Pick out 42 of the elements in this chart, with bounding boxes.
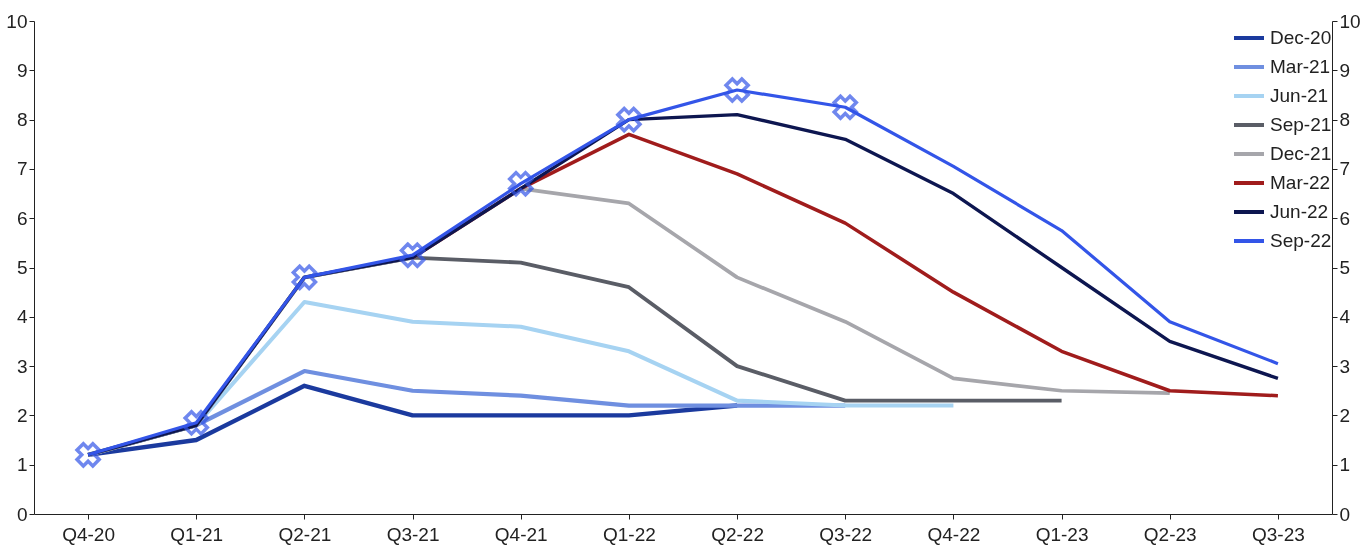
y2-tick-label: 2 <box>1339 404 1351 426</box>
y2-tick-label: 3 <box>1339 355 1351 377</box>
x-tick-label: Q3-23 <box>1252 523 1305 545</box>
y-tick-label: 5 <box>16 257 28 278</box>
y2-tick-label: 10 <box>1339 10 1361 32</box>
x-tick-label: Q1-23 <box>1035 523 1089 545</box>
y2-tick-label: 4 <box>1339 306 1351 328</box>
y-tick-label: 6 <box>16 207 28 229</box>
y2-tick-label: 5 <box>1339 257 1351 278</box>
y-tick-label: 10 <box>6 10 28 32</box>
x-tick-label: Q3-22 <box>819 523 873 545</box>
y-tick-label: 2 <box>16 404 28 426</box>
legend-label: Dec-21 <box>1270 143 1332 164</box>
x-tick-label: Q2-23 <box>1143 523 1197 545</box>
legend-label: Mar-21 <box>1270 56 1331 77</box>
y-tick-label: 3 <box>16 355 28 377</box>
x-tick-label: Q4-20 <box>62 523 115 545</box>
legend-label: Mar-22 <box>1270 172 1331 193</box>
y-tick-label: 1 <box>16 454 28 476</box>
legend-label: Jun-21 <box>1270 85 1329 106</box>
y-tick-label: 0 <box>16 503 28 525</box>
x-tick-label: Q2-22 <box>711 523 764 545</box>
y-tick-label: 9 <box>16 59 28 81</box>
y-tick-label: 4 <box>16 306 28 328</box>
x-tick-label: Q4-22 <box>927 523 981 545</box>
y2-tick-label: 1 <box>1339 454 1351 476</box>
y2-tick-label: 7 <box>1339 158 1351 180</box>
x-tick-label: Q4-21 <box>494 523 548 545</box>
y-tick-label: 8 <box>16 109 28 131</box>
y2-tick-label: 8 <box>1339 109 1351 131</box>
legend-label: Jun-22 <box>1270 201 1329 222</box>
x-tick-label: Q1-22 <box>603 523 656 545</box>
y2-tick-label: 6 <box>1339 207 1351 229</box>
x-tick-label: Q3-21 <box>386 523 440 545</box>
y-tick-label: 7 <box>16 158 28 180</box>
y2-tick-label: 9 <box>1339 59 1351 81</box>
x-tick-label: Q2-21 <box>278 523 332 545</box>
legend-label: Dec-20 <box>1270 27 1332 48</box>
legend-label: Sep-22 <box>1270 230 1332 251</box>
x-tick-label: Q1-21 <box>170 523 224 545</box>
legend-label: Sep-21 <box>1270 114 1332 135</box>
y2-tick-label: 0 <box>1339 503 1351 525</box>
